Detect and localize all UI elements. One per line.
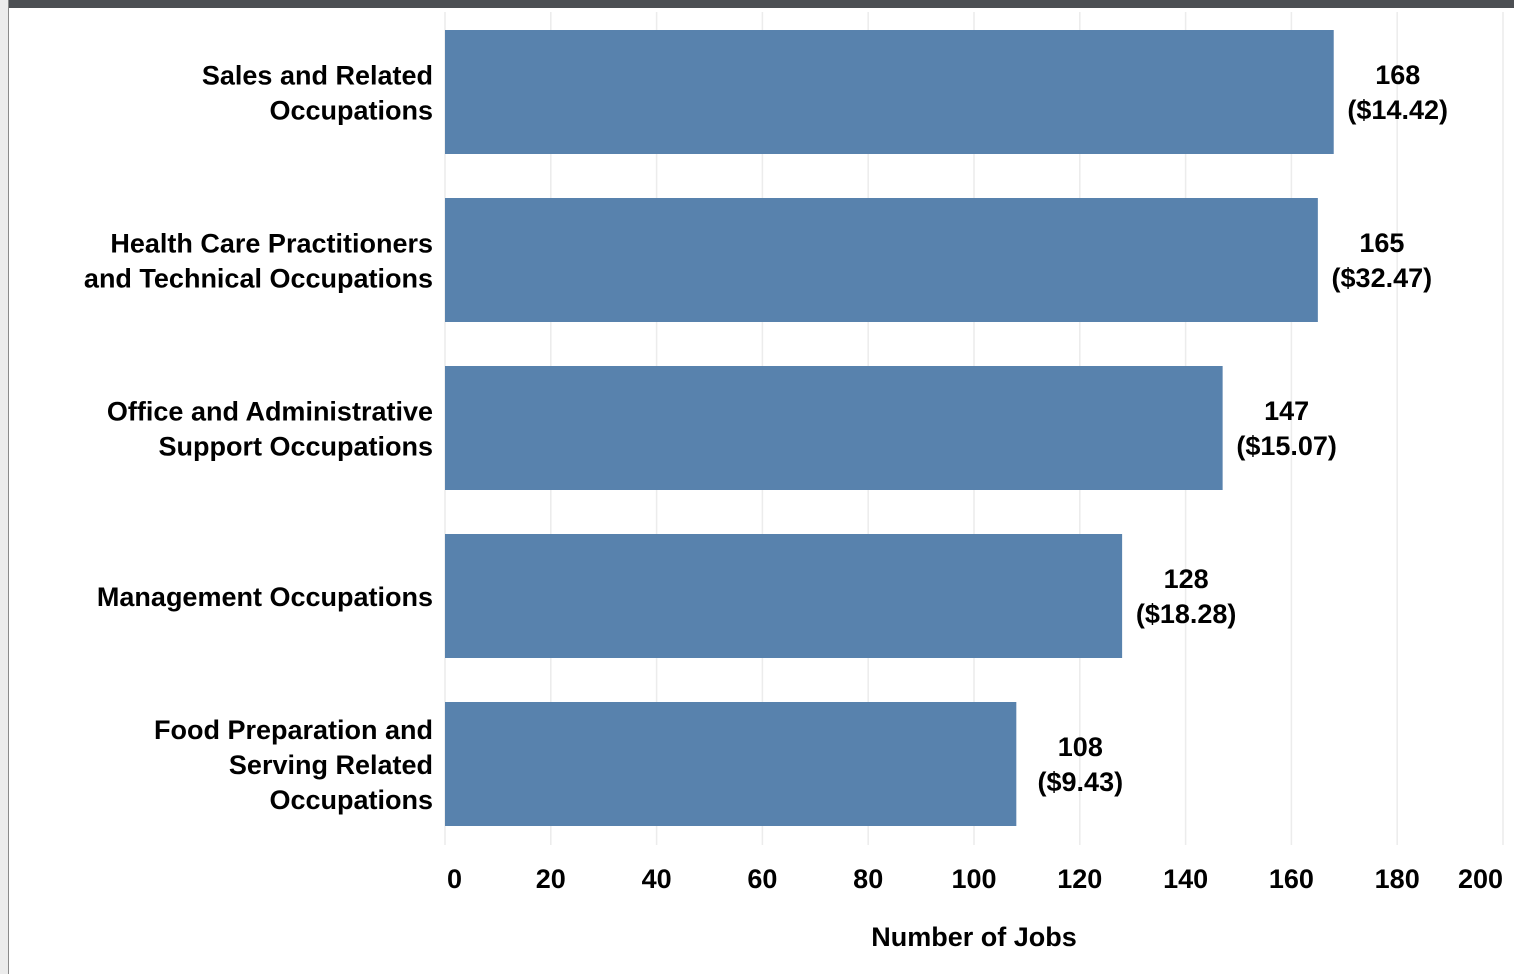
x-tick-label: 100 [951,864,996,894]
data-labels: 168 ($14.42) 165 ($32.47) 147 ($15.07) 128 ($18… [1038,60,1448,797]
bar [445,702,1017,826]
wage-label: ($14.42) [1347,95,1448,125]
category-label: Management Occupations [97,582,433,612]
bar [445,534,1123,658]
wage-label: ($9.43) [1038,767,1124,797]
value-label: 165 [1359,228,1404,258]
x-tick-label: 40 [642,864,672,894]
bar [445,30,1334,154]
wage-label: ($32.47) [1332,263,1433,293]
x-axis-ticks: 0 20 40 60 80 100 120 140 160 180 200 [447,864,1503,894]
x-tick-label: 200 [1458,864,1503,894]
x-tick-label: 180 [1375,864,1420,894]
value-label: 108 [1058,732,1103,762]
x-tick-label: 120 [1057,864,1102,894]
wage-label: ($15.07) [1236,431,1337,461]
bars [445,30,1334,826]
x-tick-label: 140 [1163,864,1208,894]
value-label: 168 [1375,60,1420,90]
value-label: 128 [1164,564,1209,594]
window-top-border [0,0,1514,8]
x-tick-label: 0 [447,864,462,894]
category-label: Food Preparation and Serving Related Occup… [154,715,433,815]
wage-label: ($18.28) [1136,599,1237,629]
window-left-border [0,0,9,974]
bar [445,198,1318,322]
category-label: Health Care Practitioners and Technical O… [84,229,433,294]
x-tick-label: 60 [747,864,777,894]
x-tick-label: 160 [1269,864,1314,894]
x-axis-title: Number of Jobs [871,922,1077,952]
category-label: Office and Administrative Support Occupat… [107,397,433,462]
x-tick-label: 20 [536,864,566,894]
category-labels: Sales and Related Occupations Health Care … [84,61,433,816]
value-label: 147 [1264,396,1309,426]
category-label: Sales and Related Occupations [202,61,433,126]
bar [445,366,1223,490]
x-tick-label: 80 [853,864,883,894]
